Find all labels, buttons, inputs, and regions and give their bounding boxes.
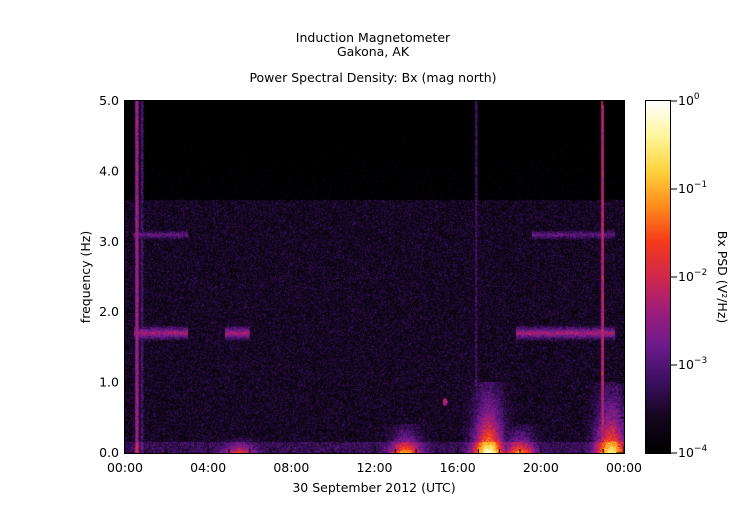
x-tick-label: 08:00 xyxy=(273,460,309,475)
chart-title-line2: Gakona, AK xyxy=(337,44,410,59)
y-axis: 0.0 1.0 2.0 3.0 4.0 5.0 xyxy=(99,93,624,460)
colorbar-tick-label: 10−1 xyxy=(678,180,707,196)
x-axis: 00:00 04:00 08:00 12:00 16:00 20:00 00:00 xyxy=(107,101,642,475)
colorbar-tick-label: 100 xyxy=(678,92,700,108)
x-tick-label: 00:00 xyxy=(107,460,143,475)
y-tick-label: 0.0 xyxy=(99,445,119,460)
chart-title-line1: Induction Magnetometer xyxy=(296,30,451,45)
colorbar-tick-label: 10−3 xyxy=(678,356,707,372)
y-tick-label: 3.0 xyxy=(99,234,119,249)
chart-subtitle: Power Spectral Density: Bx (mag north) xyxy=(249,70,496,85)
x-tick-label: 20:00 xyxy=(523,460,559,475)
y-axis-label: frequency (Hz) xyxy=(78,231,93,323)
spectrogram-plot-area xyxy=(125,101,624,453)
colorbar-frame xyxy=(645,100,671,454)
y-tick-label: 5.0 xyxy=(99,93,119,108)
x-tick-label: 16:00 xyxy=(440,460,476,475)
colorbar-tick-label: 10−2 xyxy=(678,268,707,284)
colorbar-gradient xyxy=(646,101,670,453)
y-tick-label: 4.0 xyxy=(99,163,119,178)
plot-frame xyxy=(124,100,625,454)
x-tick-label: 00:00 xyxy=(606,460,642,475)
y-tick-label: 1.0 xyxy=(99,375,119,390)
colorbar-tick-label: 10−4 xyxy=(678,444,707,460)
spectrogram-image xyxy=(125,101,624,453)
y-tick-label: 2.0 xyxy=(99,304,119,319)
x-tick-label: 04:00 xyxy=(190,460,226,475)
x-axis-label: 30 September 2012 (UTC) xyxy=(292,480,455,495)
colorbar-label: Bx PSD (V²/Hz) xyxy=(715,231,730,324)
colorbar xyxy=(646,101,670,453)
colorbar-axis: 100 10−1 10−2 10−3 10−4 xyxy=(671,92,707,460)
x-tick-label: 12:00 xyxy=(356,460,392,475)
